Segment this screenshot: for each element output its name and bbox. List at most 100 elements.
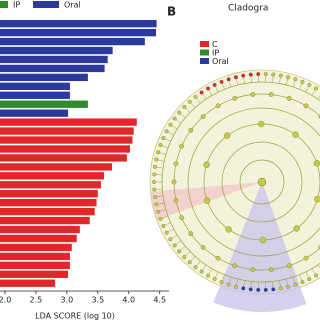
node	[212, 82, 217, 87]
node	[313, 160, 320, 167]
node	[226, 77, 231, 82]
branch	[317, 95, 320, 100]
node	[303, 255, 309, 261]
node	[154, 157, 159, 162]
node	[286, 263, 292, 269]
node	[268, 267, 274, 272]
node	[168, 122, 173, 127]
legend-swatch	[0, 1, 8, 8]
legend-label: Oral	[64, 1, 81, 10]
legend-swatch	[33, 1, 59, 8]
node	[219, 280, 224, 285]
node	[250, 267, 256, 272]
node	[286, 95, 292, 101]
bar	[0, 279, 56, 287]
legend-label: Oral	[212, 57, 229, 66]
bar	[0, 207, 95, 216]
node	[263, 72, 268, 77]
node	[203, 161, 210, 169]
node	[292, 131, 299, 138]
node	[224, 132, 231, 139]
node	[300, 79, 305, 84]
node	[182, 255, 187, 259]
node	[199, 90, 204, 95]
bar	[0, 154, 127, 162]
x-tick-label: 4.5	[153, 296, 166, 305]
bar	[0, 163, 113, 171]
node	[241, 73, 246, 78]
bar	[0, 190, 98, 198]
root-node	[257, 177, 267, 187]
node	[153, 195, 158, 199]
panel-label: B	[167, 5, 176, 19]
cladogram	[149, 69, 320, 312]
node	[314, 195, 320, 203]
node	[232, 263, 238, 269]
bar	[0, 136, 133, 144]
node	[206, 86, 210, 91]
x-tick-label: 2.5	[30, 296, 43, 305]
node	[187, 260, 192, 265]
bar	[0, 73, 88, 82]
node	[200, 245, 206, 250]
x-axis-label: LDA SCORE (log 10)	[35, 312, 115, 320]
node	[225, 226, 232, 233]
node	[303, 103, 309, 109]
node	[188, 127, 194, 133]
panel-title: Cladogra	[228, 4, 268, 14]
node	[293, 282, 298, 287]
node	[179, 143, 184, 149]
node	[152, 187, 157, 192]
node	[193, 94, 198, 99]
node	[314, 86, 318, 91]
node	[172, 116, 177, 121]
node	[268, 92, 274, 97]
node	[241, 286, 246, 291]
bar	[0, 172, 104, 180]
bar	[0, 181, 101, 189]
legend-swatch	[200, 58, 209, 64]
node	[193, 265, 198, 270]
bar	[0, 118, 137, 126]
node	[293, 77, 298, 82]
bar	[0, 225, 80, 234]
bar	[0, 28, 156, 37]
node	[258, 120, 265, 128]
legend-swatch	[200, 41, 209, 47]
node	[188, 231, 194, 237]
bar	[0, 216, 90, 225]
node	[200, 114, 206, 119]
node	[232, 95, 238, 101]
node	[293, 225, 300, 232]
legend-label: C	[212, 40, 218, 49]
ring	[239, 159, 285, 205]
node	[152, 180, 156, 184]
node	[212, 277, 217, 282]
ring	[221, 141, 303, 223]
bar	[0, 100, 88, 108]
node	[177, 110, 182, 115]
x-tick-label: 2.0	[0, 296, 11, 305]
branch	[317, 264, 320, 269]
bar	[0, 234, 77, 243]
ring	[187, 107, 320, 257]
node	[263, 287, 268, 292]
node	[248, 287, 253, 292]
node	[233, 75, 238, 80]
bar	[0, 109, 69, 117]
node	[215, 103, 221, 109]
node	[286, 75, 291, 80]
node	[256, 72, 261, 77]
node	[158, 143, 163, 148]
node	[171, 179, 177, 185]
node	[182, 105, 187, 109]
bar	[0, 91, 70, 99]
node	[314, 273, 318, 278]
node	[173, 197, 179, 203]
x-tick-label: 3.5	[91, 296, 104, 305]
legend-swatch	[200, 49, 209, 56]
legend-label: IP	[212, 49, 219, 58]
node	[161, 136, 166, 141]
bar	[0, 145, 130, 153]
node	[271, 287, 276, 292]
